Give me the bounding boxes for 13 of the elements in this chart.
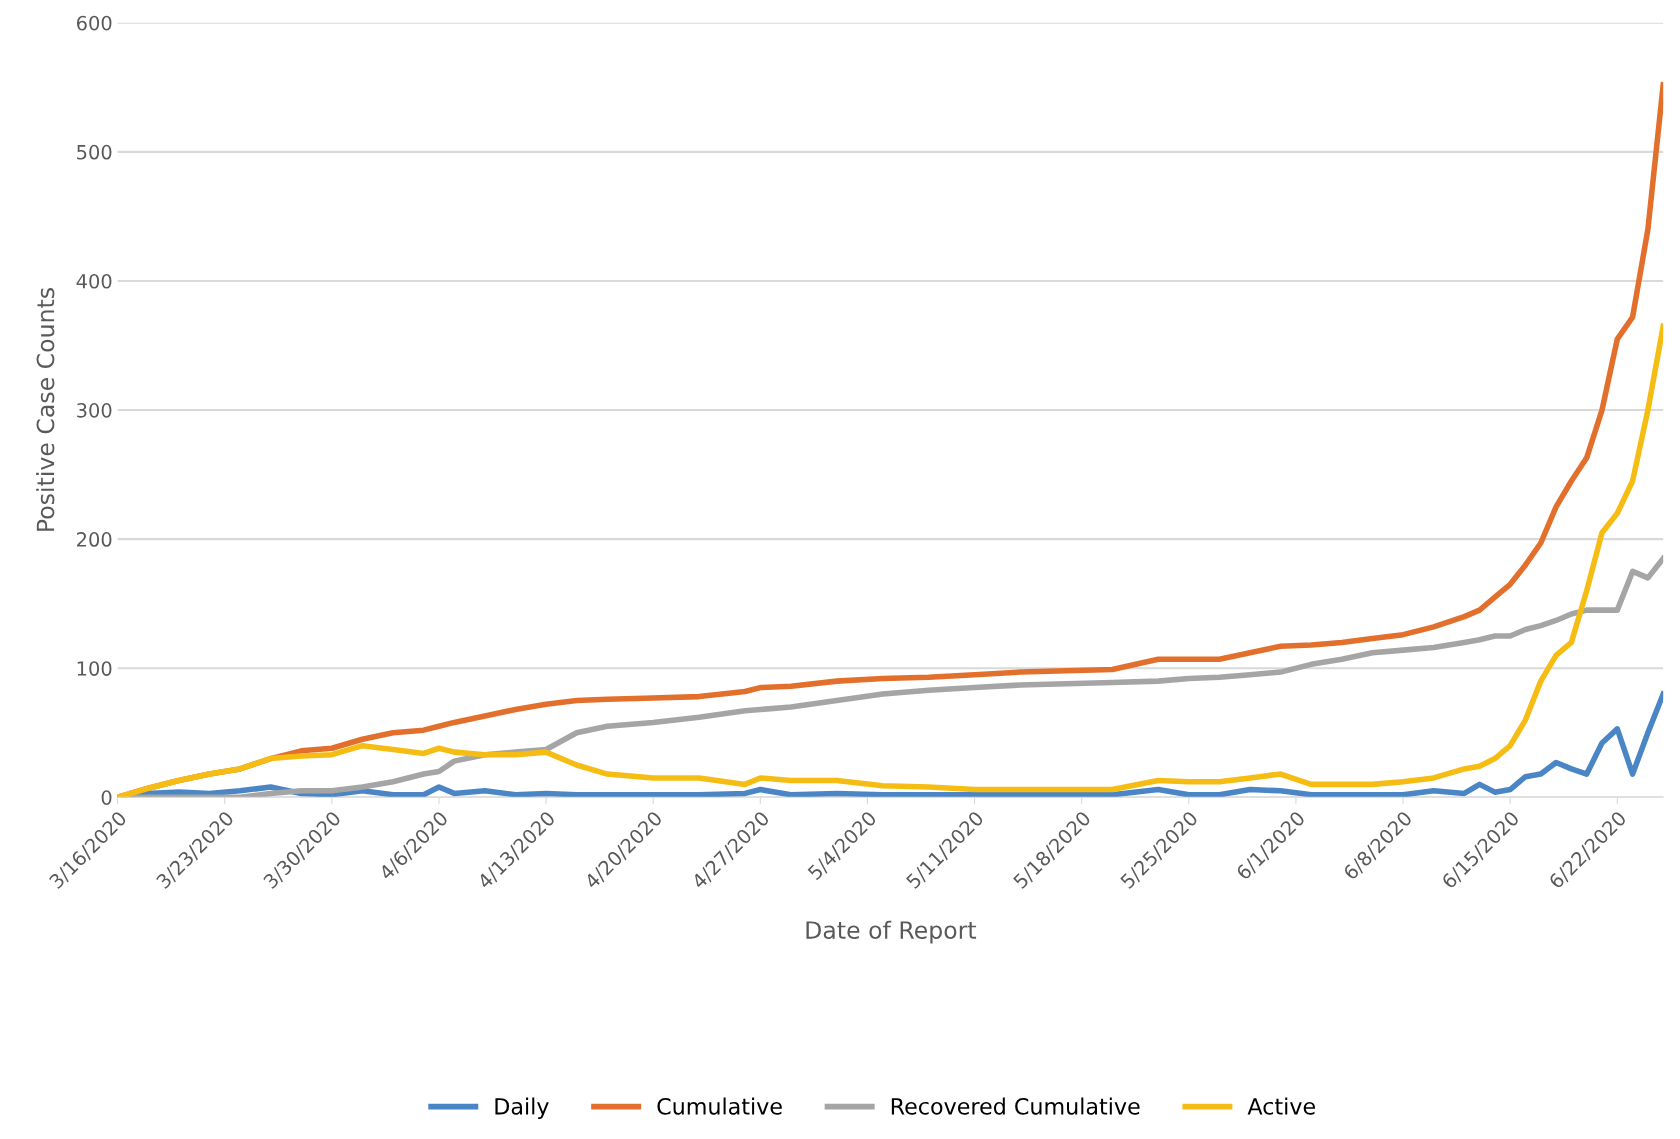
y-tick-label: 500: [77, 144, 112, 160]
legend-label: Active: [1247, 1097, 1315, 1115]
y-tick-label: 0: [101, 790, 112, 805]
y-tick-label: 300: [77, 403, 112, 418]
legend-label: Daily: [495, 1097, 549, 1119]
y-tick-label: 600: [76, 15, 112, 31]
y-axis-title: Positive Case Counts: [36, 288, 55, 531]
legend-label: Cumulative: [657, 1097, 782, 1115]
y-tick-label: 100: [77, 661, 112, 676]
y-tick-label: 400: [76, 273, 112, 289]
y-tick-label: 200: [77, 532, 112, 547]
legend-label: Recovered Cumulative: [891, 1097, 1140, 1115]
x-axis-title: Date of Report: [806, 920, 977, 944]
